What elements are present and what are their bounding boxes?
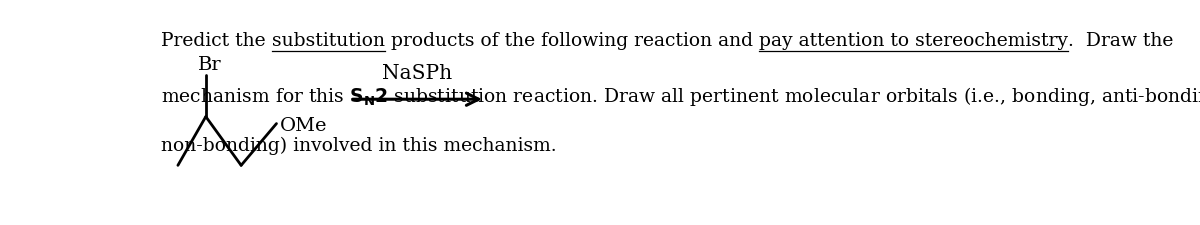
- Text: non-bonding) involved in this mechanism.: non-bonding) involved in this mechanism.: [161, 136, 557, 154]
- Text: Predict the: Predict the: [161, 32, 271, 50]
- Text: Br: Br: [198, 56, 222, 74]
- Text: products of the following reaction and: products of the following reaction and: [385, 32, 758, 50]
- Text: pay attention to stereochemistry: pay attention to stereochemistry: [758, 32, 1068, 50]
- Text: OMe: OMe: [281, 117, 328, 135]
- Text: .  Draw the: . Draw the: [1068, 32, 1174, 50]
- Text: NaSPh: NaSPh: [383, 63, 452, 82]
- Text: mechanism for this $\mathbf{S_{N}2}$ substitution reaction. Draw all pertinent m: mechanism for this $\mathbf{S_{N}2}$ sub…: [161, 84, 1200, 107]
- Text: substitution: substitution: [271, 32, 385, 50]
